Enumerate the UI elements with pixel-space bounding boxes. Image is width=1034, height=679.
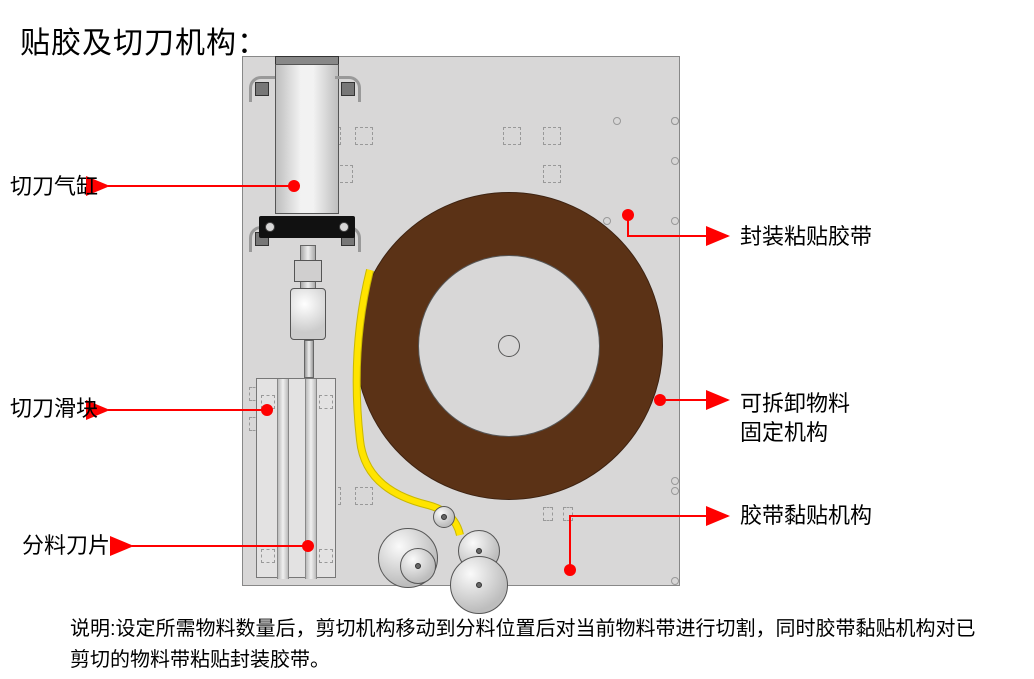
dashed-mark — [563, 507, 573, 521]
hole-icon — [671, 157, 679, 165]
cutter-cylinder — [265, 56, 349, 266]
cylinder-bracket — [259, 216, 355, 238]
hole-icon — [671, 217, 679, 225]
label-blade: 分料刀片 — [22, 532, 110, 561]
tape-reel-hub — [498, 335, 520, 357]
rail — [277, 379, 289, 579]
dashed-mark — [543, 507, 553, 521]
label-slide: 切刀滑块 — [10, 395, 98, 424]
roller — [450, 556, 508, 614]
dashed-mark — [261, 395, 275, 409]
roller-center-icon — [476, 582, 482, 588]
dashed-mark — [319, 549, 333, 563]
rod-coupler — [294, 260, 322, 282]
cutter-slide — [256, 378, 336, 578]
hole-icon — [603, 217, 611, 225]
dashed-mark — [319, 395, 333, 409]
air-fitting-icon — [249, 76, 275, 102]
buffer-tube — [290, 288, 326, 340]
label-cylinder: 切刀气缸 — [10, 173, 98, 202]
label-tapemech: 胶带黏贴机构 — [740, 502, 872, 531]
roller-center-icon — [441, 514, 447, 520]
hole-icon — [613, 117, 621, 125]
hole-icon — [671, 117, 679, 125]
dashed-mark — [261, 549, 275, 563]
label-sealtape: 封装粘贴胶带 — [740, 223, 872, 252]
roller — [433, 506, 455, 528]
air-fitting-icon — [335, 76, 361, 102]
roller — [400, 548, 436, 584]
rail — [305, 379, 317, 579]
roller-center-icon — [415, 563, 421, 569]
dashed-mark — [355, 487, 373, 505]
description-text: 说明:设定所需物料数量后，剪切机构移动到分料位置后对当前物料带进行切割，同时胶带… — [70, 614, 990, 676]
label-detach: 可拆卸物料固定机构 — [740, 390, 860, 447]
hole-icon — [339, 222, 349, 232]
diagram: 切刀气缸 切刀滑块 分料刀片 封装粘贴胶带 可拆卸物料固定机构 胶带黏贴机构 — [0, 0, 1034, 679]
hole-icon — [671, 477, 679, 485]
roller-center-icon — [476, 548, 482, 554]
hole-icon — [265, 222, 275, 232]
hole-icon — [671, 577, 679, 585]
dashed-mark — [503, 127, 521, 145]
dashed-mark — [543, 127, 561, 145]
small-rod — [304, 340, 314, 378]
dashed-mark — [355, 127, 373, 145]
hole-icon — [671, 487, 679, 495]
dashed-mark — [543, 165, 561, 183]
cylinder-body — [275, 64, 339, 214]
